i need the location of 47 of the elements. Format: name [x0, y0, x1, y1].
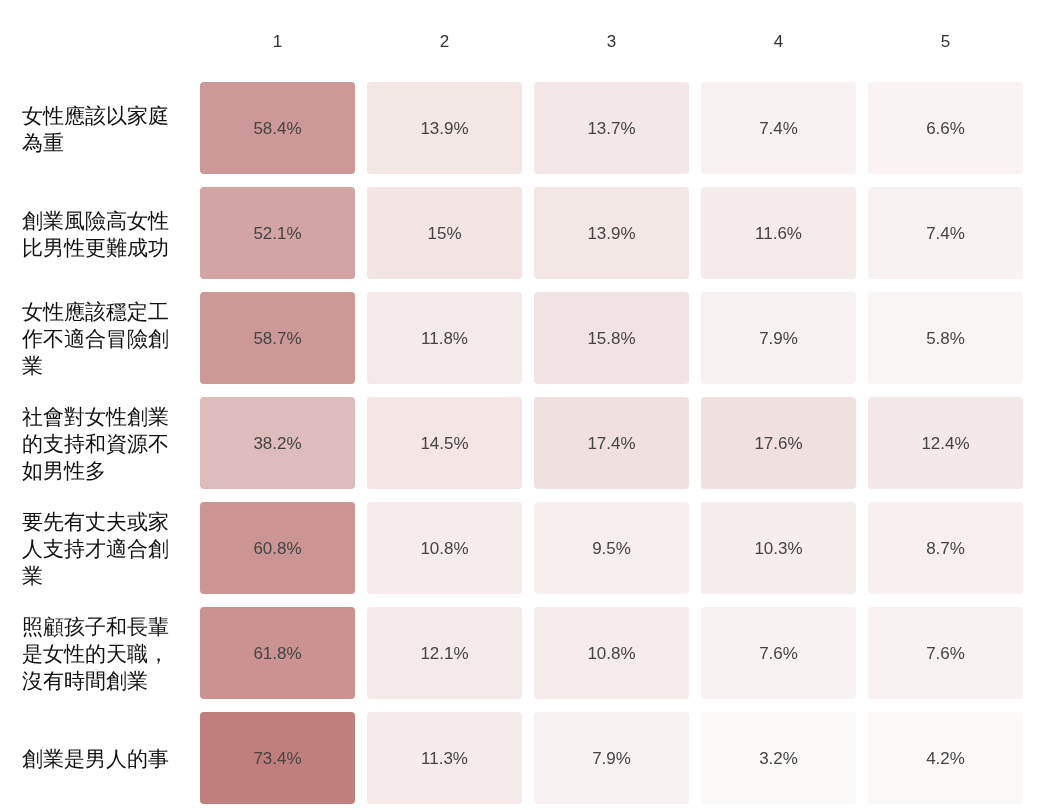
data-label: 13.9% [587, 223, 636, 243]
data-label: 14.5% [420, 433, 469, 453]
data-label: 10.3% [754, 538, 803, 558]
data-label: 11.6% [755, 223, 802, 243]
data-label: 60.8% [253, 538, 302, 558]
y-tick-label: 社會對女性創業的支持和資源不如男性多 [22, 404, 169, 482]
data-label: 11.8% [421, 328, 468, 348]
x-tick-label: 4 [773, 31, 784, 51]
data-label: 8.7% [926, 538, 965, 558]
y-tick-label: 創業是男人的事 [22, 746, 169, 770]
data-label: 13.9% [420, 118, 469, 138]
data-label: 12.4% [921, 433, 970, 453]
y-tick-label: 創業風險高女性比男性更難成功 [22, 208, 169, 258]
data-label: 11.3% [421, 748, 468, 768]
data-label: 58.4% [253, 118, 302, 138]
x-tick-label: 1 [272, 31, 283, 51]
data-label: 61.8% [253, 643, 302, 663]
x-tick-label: 3 [606, 31, 617, 51]
data-label: 7.6% [759, 643, 798, 663]
data-label: 17.4% [587, 433, 636, 453]
data-label: 7.6% [926, 643, 965, 663]
data-label: 13.7% [587, 118, 636, 138]
y-tick-label: 女性應該穩定工作不適合冒險創業 [21, 299, 169, 377]
data-label: 5.8% [926, 328, 965, 348]
data-label: 17.6% [754, 433, 803, 453]
data-label: 10.8% [420, 538, 469, 558]
data-label: 12.1% [420, 643, 469, 663]
data-label: 15% [427, 223, 462, 243]
data-label: 52.1% [253, 223, 302, 243]
data-label: 38.2% [253, 433, 302, 453]
data-label: 73.4% [253, 748, 302, 768]
data-label: 4.2% [926, 748, 965, 768]
y-tick-label: 要先有丈夫或家人支持才適合創業 [22, 509, 169, 587]
data-label: 9.5% [592, 538, 631, 558]
x-tick-label: 2 [439, 31, 450, 51]
data-label: 7.4% [926, 223, 965, 243]
data-label: 7.4% [759, 118, 798, 138]
y-tick-label: 女性應該以家庭為重 [22, 103, 169, 153]
data-label: 6.6% [926, 118, 965, 138]
data-label: 10.8% [587, 643, 636, 663]
data-label: 15.8% [587, 328, 636, 348]
y-tick-label: 照顧孩子和長輩是女性的天職，沒有時間創業 [22, 614, 169, 692]
data-label: 3.2% [759, 748, 798, 768]
data-label: 7.9% [592, 748, 631, 768]
data-label: 7.9% [759, 328, 798, 348]
data-label: 58.7% [253, 328, 302, 348]
x-tick-label: 5 [940, 31, 951, 51]
